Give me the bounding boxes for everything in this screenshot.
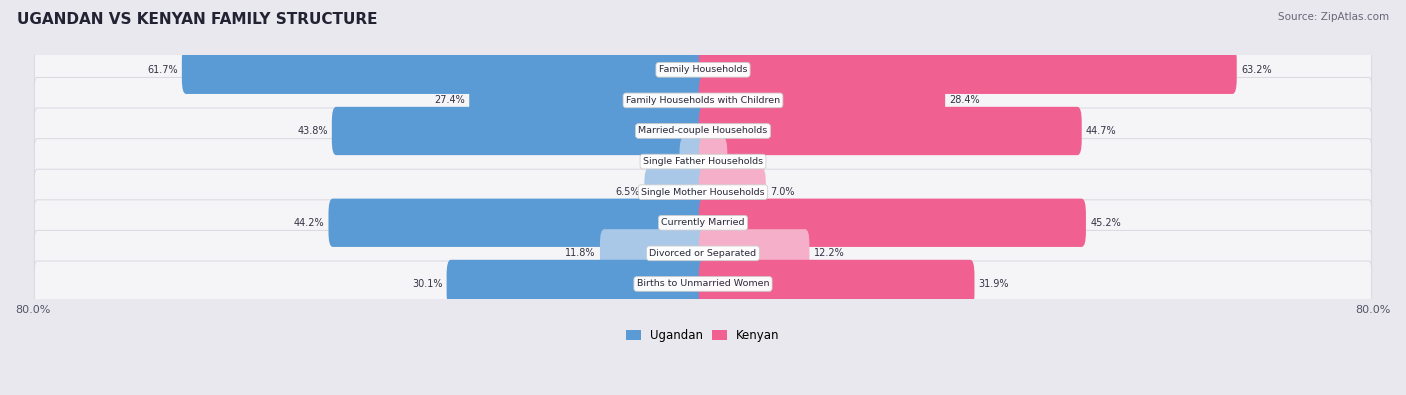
FancyBboxPatch shape [34, 77, 1372, 123]
Text: 63.2%: 63.2% [1241, 65, 1271, 75]
FancyBboxPatch shape [329, 199, 707, 247]
Text: 28.4%: 28.4% [949, 95, 980, 105]
Text: 43.8%: 43.8% [297, 126, 328, 136]
Text: Source: ZipAtlas.com: Source: ZipAtlas.com [1278, 12, 1389, 22]
Text: 31.9%: 31.9% [979, 279, 1010, 289]
FancyBboxPatch shape [181, 46, 707, 94]
Text: 45.2%: 45.2% [1090, 218, 1121, 228]
Text: 27.4%: 27.4% [434, 95, 465, 105]
Text: 11.8%: 11.8% [565, 248, 596, 258]
Text: 44.2%: 44.2% [294, 218, 325, 228]
Text: Married-couple Households: Married-couple Households [638, 126, 768, 135]
FancyBboxPatch shape [34, 108, 1372, 154]
FancyBboxPatch shape [34, 47, 1372, 93]
Text: Family Households: Family Households [659, 65, 747, 74]
FancyBboxPatch shape [699, 107, 1081, 155]
Text: 2.4%: 2.4% [731, 156, 756, 167]
Text: 6.5%: 6.5% [616, 187, 640, 197]
FancyBboxPatch shape [34, 261, 1372, 307]
FancyBboxPatch shape [332, 107, 707, 155]
Legend: Ugandan, Kenyan: Ugandan, Kenyan [621, 325, 785, 347]
FancyBboxPatch shape [644, 168, 707, 216]
FancyBboxPatch shape [699, 229, 810, 278]
Text: 2.3%: 2.3% [651, 156, 675, 167]
Text: Single Father Households: Single Father Households [643, 157, 763, 166]
FancyBboxPatch shape [699, 46, 1237, 94]
FancyBboxPatch shape [699, 260, 974, 308]
Text: Divorced or Separated: Divorced or Separated [650, 249, 756, 258]
FancyBboxPatch shape [447, 260, 707, 308]
Text: UGANDAN VS KENYAN FAMILY STRUCTURE: UGANDAN VS KENYAN FAMILY STRUCTURE [17, 12, 377, 27]
Text: 44.7%: 44.7% [1085, 126, 1116, 136]
FancyBboxPatch shape [34, 169, 1372, 215]
FancyBboxPatch shape [34, 200, 1372, 246]
FancyBboxPatch shape [699, 199, 1085, 247]
FancyBboxPatch shape [470, 76, 707, 124]
Text: 12.2%: 12.2% [814, 248, 845, 258]
Text: 30.1%: 30.1% [412, 279, 443, 289]
FancyBboxPatch shape [699, 137, 727, 186]
FancyBboxPatch shape [699, 76, 945, 124]
Text: Births to Unmarried Women: Births to Unmarried Women [637, 279, 769, 288]
FancyBboxPatch shape [600, 229, 707, 278]
FancyBboxPatch shape [699, 168, 766, 216]
FancyBboxPatch shape [34, 139, 1372, 184]
Text: Single Mother Households: Single Mother Households [641, 188, 765, 197]
Text: 7.0%: 7.0% [770, 187, 794, 197]
Text: Currently Married: Currently Married [661, 218, 745, 227]
Text: 61.7%: 61.7% [148, 65, 177, 75]
Text: Family Households with Children: Family Households with Children [626, 96, 780, 105]
FancyBboxPatch shape [679, 137, 707, 186]
FancyBboxPatch shape [34, 230, 1372, 276]
